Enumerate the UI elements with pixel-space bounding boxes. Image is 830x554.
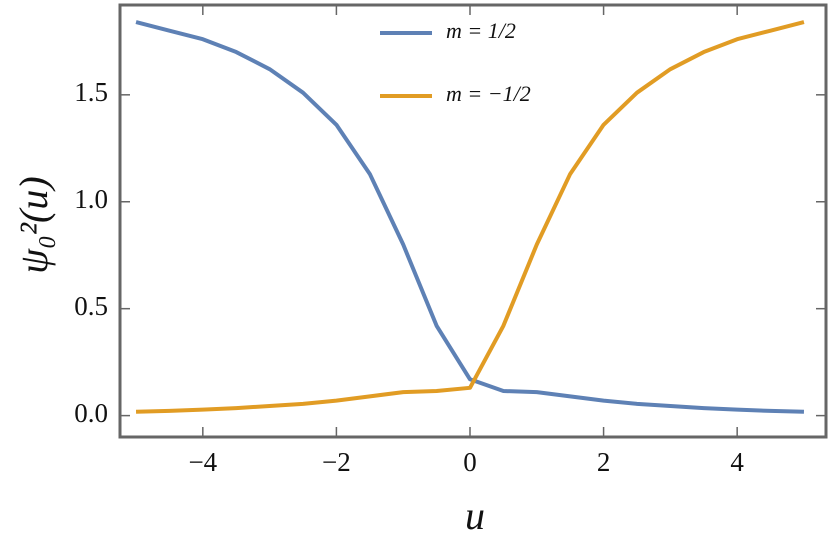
x-tick-label: −2 [322, 447, 351, 477]
legend-label: m = −1/2 [446, 81, 531, 106]
y-tick-label: 0.0 [74, 398, 108, 428]
x-axis-label: u [465, 493, 485, 538]
x-tick-label: −4 [188, 447, 217, 477]
x-tick-label: 4 [730, 447, 744, 477]
plot-frame [118, 3, 828, 439]
x-tick-label: 0 [463, 447, 477, 477]
y-axis-label: ψ₀²(u) [11, 176, 56, 273]
y-tick-label: 1.5 [74, 77, 108, 107]
series-line [135, 20, 805, 414]
series-line [135, 20, 805, 414]
legend-label: m = 1/2 [446, 18, 516, 43]
y-tick-label: 0.5 [74, 291, 108, 321]
x-tick-label: 2 [597, 447, 611, 477]
y-tick-label: 1.0 [74, 184, 108, 214]
